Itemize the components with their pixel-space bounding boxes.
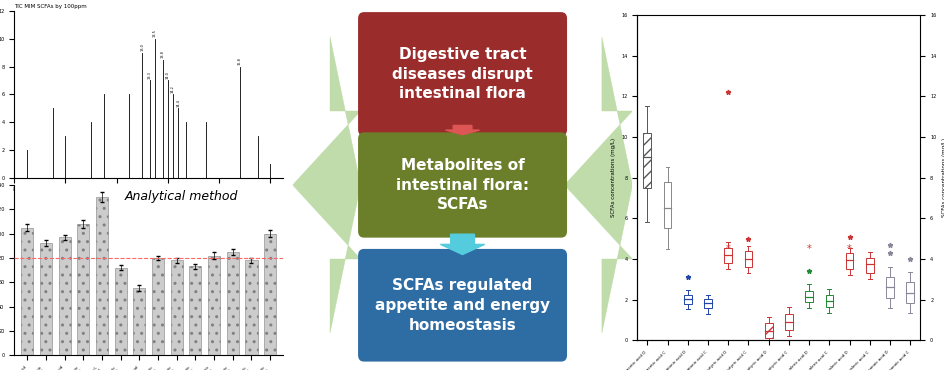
Text: *: * [726, 244, 731, 254]
Text: 13.5: 13.5 [153, 30, 157, 37]
FancyBboxPatch shape [359, 133, 566, 237]
Text: Analytical method: Analytical method [125, 190, 238, 203]
Text: *: * [847, 244, 852, 254]
Bar [906, 282, 914, 303]
Bar [745, 251, 752, 267]
Bar [846, 253, 853, 269]
Polygon shape [293, 37, 361, 333]
Bar [40, 243, 52, 355]
Bar [190, 266, 201, 355]
Bar [826, 295, 834, 307]
Bar [866, 258, 874, 273]
Bar [245, 260, 258, 355]
Bar [886, 278, 894, 297]
Bar [765, 323, 772, 338]
Bar [96, 197, 108, 355]
Text: 13.8: 13.8 [160, 50, 165, 58]
Bar [21, 228, 33, 355]
X-axis label: Time (min): Time (min) [134, 198, 163, 203]
Text: 13.0: 13.0 [141, 43, 144, 51]
FancyBboxPatch shape [359, 13, 566, 135]
Bar [664, 182, 671, 229]
Bar [59, 237, 71, 355]
Text: 14.0: 14.0 [166, 71, 170, 79]
Bar [264, 233, 277, 355]
Bar [644, 133, 651, 188]
Y-axis label: SCFAs concentrations (mg/L): SCFAs concentrations (mg/L) [611, 138, 615, 217]
Text: 14.4: 14.4 [177, 99, 180, 107]
Text: Digestive tract
diseases disrupt
intestinal flora: Digestive tract diseases disrupt intesti… [392, 47, 533, 101]
Text: SCFAs regulated
appetite and energy
homeostasis: SCFAs regulated appetite and energy home… [375, 278, 550, 333]
Text: Metabolites of
intestinal flora:
SCFAs: Metabolites of intestinal flora: SCFAs [396, 158, 530, 212]
Bar [171, 260, 183, 355]
Bar [114, 268, 126, 355]
Bar [684, 295, 692, 304]
Bar [805, 290, 813, 302]
Bar [152, 258, 164, 355]
Polygon shape [446, 125, 480, 135]
Text: 16.8: 16.8 [238, 57, 242, 65]
Y-axis label: SCFAs concentrations (mg/L): SCFAs concentrations (mg/L) [942, 138, 944, 217]
Text: TIC MIM SCFAs by 100ppm: TIC MIM SCFAs by 100ppm [14, 4, 87, 9]
Bar [785, 314, 793, 330]
Text: 13.3: 13.3 [148, 71, 152, 79]
Polygon shape [565, 37, 632, 333]
Polygon shape [441, 234, 484, 255]
Text: 14.2: 14.2 [171, 85, 175, 93]
Bar [133, 288, 145, 355]
Bar [704, 299, 712, 308]
Bar [77, 224, 90, 355]
Bar [227, 252, 239, 355]
FancyBboxPatch shape [359, 250, 566, 361]
Text: *: * [807, 244, 812, 254]
Bar [208, 256, 220, 355]
Bar [724, 248, 733, 263]
